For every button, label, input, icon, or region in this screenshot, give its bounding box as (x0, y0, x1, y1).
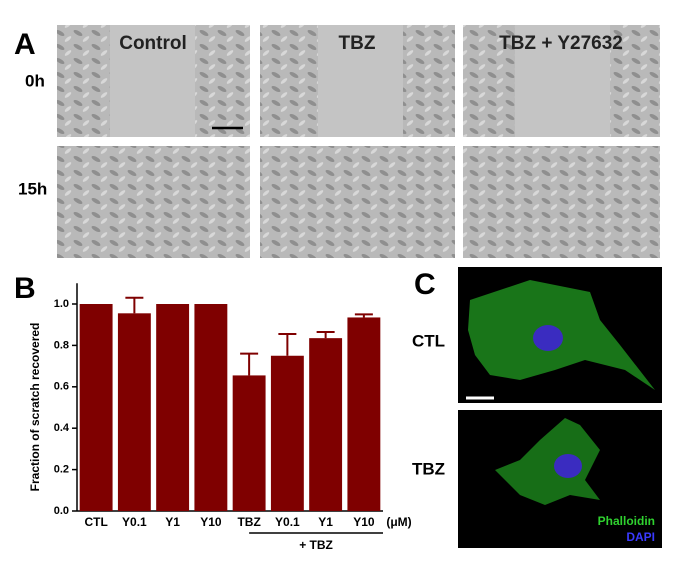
row-label: 0h (25, 71, 45, 90)
fluorescence (458, 267, 662, 548)
y-tick-label: 0.8 (54, 339, 69, 351)
x-tick-label: Y0.1 (275, 515, 300, 529)
column-title: Control (119, 33, 187, 54)
group-label: + TBZ (299, 538, 333, 552)
legend-entry: Phalloidin (598, 514, 655, 528)
legend-entry: DAPI (626, 530, 655, 544)
x-tick-label: TBZ (237, 515, 260, 529)
x-tick-label: Y1 (165, 515, 180, 529)
unit-label: (μM) (386, 515, 411, 529)
panel-label: B (14, 272, 36, 305)
row-label: TBZ (412, 459, 445, 478)
bar (270, 355, 304, 511)
y-tick-label: 1.0 (54, 298, 69, 310)
x-tick-label: Y0.1 (122, 515, 147, 529)
x-tick-label: Y10 (353, 515, 375, 529)
y-tick-label: 0.4 (54, 422, 70, 434)
bar (156, 304, 190, 511)
bar (232, 375, 266, 511)
row-label: 15h (18, 179, 47, 198)
bar (347, 317, 381, 511)
micrographs (57, 25, 660, 258)
column-title: TBZ + Y27632 (499, 33, 623, 54)
y-tick-label: 0.6 (54, 381, 69, 393)
y-tick-label: 0.0 (54, 505, 69, 517)
bar (194, 304, 228, 511)
bar (117, 313, 151, 511)
y-axis-label: Fraction of scratch recovered (28, 323, 42, 492)
x-tick-label: Y10 (200, 515, 222, 529)
row-label: CTL (412, 331, 445, 350)
y-tick-label: 0.2 (54, 464, 69, 476)
bar (309, 338, 343, 511)
column-title: TBZ (339, 33, 376, 54)
x-tick-label: CTL (84, 515, 107, 529)
bar-chart: 0.0 0.2 0.4 0.6 0.8 1.0 CTL Y0.1 Y1 Y10 TBZ Y0.1 Y1 Y… (54, 283, 412, 552)
bar (79, 304, 113, 511)
panel-label: A (14, 28, 36, 61)
x-tick-label: Y1 (318, 515, 333, 529)
panel-label: C (414, 268, 436, 301)
